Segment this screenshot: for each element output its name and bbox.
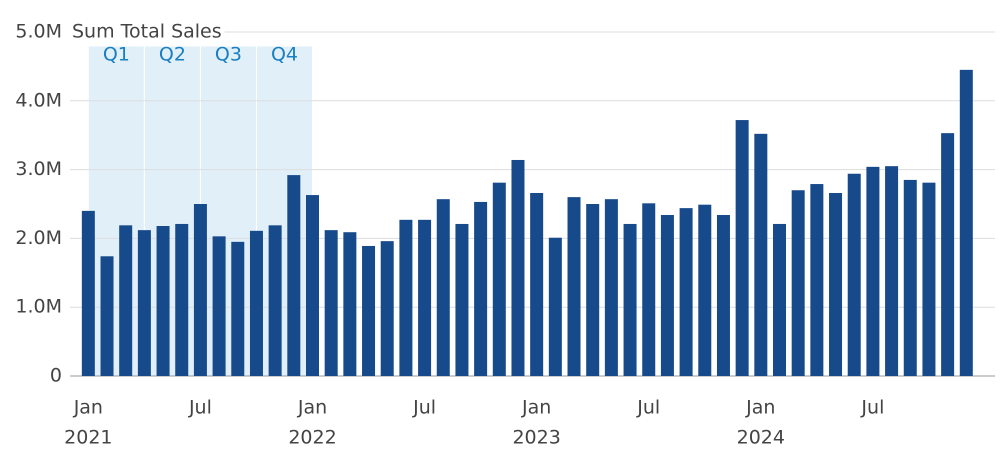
bar: [548, 237, 562, 376]
bar: [586, 204, 600, 376]
bar: [623, 223, 637, 376]
quarter-label: Q4: [271, 44, 298, 66]
bar: [735, 120, 749, 377]
x-tick-label: Jan: [73, 397, 103, 419]
bar: [810, 184, 824, 376]
bar: [137, 230, 151, 376]
x-tick-year: 2024: [737, 427, 785, 449]
bar: [212, 236, 226, 376]
bar: [380, 241, 394, 376]
bar: [343, 232, 357, 376]
x-tick-label: Jul: [860, 397, 884, 419]
bar: [306, 195, 319, 376]
bar: [193, 204, 207, 376]
x-tick-year: 2021: [64, 427, 112, 449]
bar: [959, 69, 973, 376]
x-tick-year: 2023: [512, 427, 560, 449]
bar: [399, 219, 413, 376]
x-tick-label: Jul: [636, 397, 660, 419]
y-tick-label: 5.0M: [15, 21, 62, 43]
bar: [922, 182, 936, 376]
y-tick-label: 2.0M: [15, 227, 62, 249]
quarter-label: Q3: [215, 44, 242, 66]
y-tick-label: 0: [50, 365, 62, 387]
bar: [941, 133, 955, 376]
bar: [773, 223, 786, 376]
bar: [698, 204, 712, 376]
quarter-label: Q2: [159, 44, 186, 66]
quarter-band: [87, 45, 145, 377]
y-tick-label: 4.0M: [15, 89, 62, 111]
quarter-band: [199, 45, 257, 377]
x-tick-label: Jan: [745, 397, 775, 419]
bar: [362, 245, 376, 376]
bar: [455, 223, 469, 376]
bar: [679, 208, 693, 376]
y-axis-title-bg: [69, 20, 225, 43]
bar: [81, 210, 95, 376]
quarter-label: Q1: [103, 44, 130, 66]
y-tick-label: 3.0M: [15, 158, 62, 180]
y-tick-label: 1.0M: [15, 296, 62, 318]
quarter-band: [143, 45, 201, 377]
bar: [716, 215, 730, 376]
bar: [642, 203, 656, 376]
x-tick-label: Jul: [188, 397, 212, 419]
bar: [436, 199, 450, 376]
bar: [492, 182, 506, 376]
bar: [866, 166, 880, 376]
bar: [100, 256, 114, 376]
bar: [175, 223, 189, 376]
bar: [903, 179, 917, 376]
x-tick-year: 2022: [288, 427, 336, 449]
bar: [287, 175, 301, 376]
bar: [604, 199, 618, 376]
bar: [231, 241, 245, 376]
x-tick-label: Jan: [521, 397, 551, 419]
bar: [791, 190, 805, 376]
bar: [567, 197, 581, 376]
bar: [249, 230, 263, 376]
bar: [474, 201, 488, 376]
x-tick-label: Jul: [412, 397, 436, 419]
bar: [660, 215, 674, 376]
quarter-band: [255, 45, 313, 377]
x-tick-label: Jan: [297, 397, 327, 419]
bar: [268, 225, 282, 376]
bar: [418, 219, 432, 376]
bar: [847, 173, 861, 376]
bar: [511, 159, 525, 376]
bar: [324, 230, 338, 376]
bar: [885, 166, 899, 376]
y-axis-title: Sum Total Sales: [72, 21, 222, 43]
bar: [156, 226, 170, 376]
bar: [754, 133, 768, 376]
bar: [119, 225, 133, 376]
bar: [829, 192, 843, 376]
bar: [530, 192, 544, 376]
